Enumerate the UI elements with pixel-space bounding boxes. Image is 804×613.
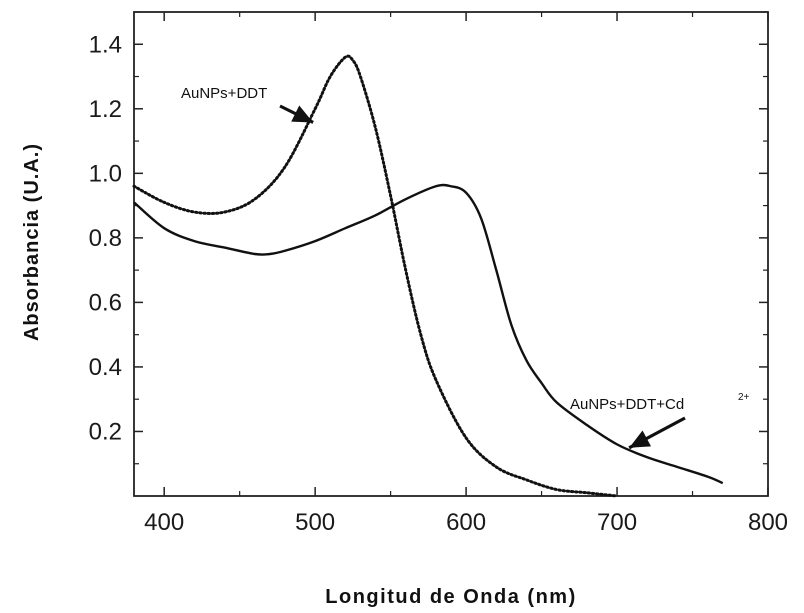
- series-layer: [132, 54, 724, 498]
- series-line-0: [132, 54, 619, 498]
- annotation-superscript: 2+: [738, 392, 750, 403]
- x-tick-label: 800: [748, 509, 788, 536]
- axis-tick-labels: 400 500 600 700 800 0.2 0.4 0.6 0.8 1.0 1.2 1.4: [89, 31, 788, 536]
- annotation-label: AuNPs+DDT+Cd: [570, 396, 684, 413]
- y-tick-label: 1.0: [89, 160, 122, 187]
- y-tick-label: 1.4: [89, 31, 122, 58]
- y-tick-label: 0.6: [89, 289, 122, 316]
- y-tick-label: 0.2: [89, 418, 122, 445]
- y-axis-title: Absorbancia (U.A.): [21, 143, 43, 341]
- x-tick-label: 400: [144, 509, 184, 536]
- x-tick-label: 700: [597, 509, 637, 536]
- y-tick-label: 0.8: [89, 225, 122, 252]
- annotation-arrow-0-head: [291, 105, 314, 123]
- x-tick-label: 600: [446, 509, 486, 536]
- series-line-1: [133, 183, 724, 485]
- x-axis-title: Longitud de Onda (nm): [325, 586, 576, 608]
- annotation-label: AuNPs+DDT: [181, 85, 267, 102]
- plot-frame: [133, 11, 769, 497]
- annotation-layer: AuNPs+DDT AuNPs+DDT+Cd 2+: [181, 85, 750, 450]
- y-tick-label: 0.4: [89, 354, 122, 381]
- annotation-arrow-1-head: [629, 430, 652, 448]
- axis-ticks: [134, 11, 769, 496]
- x-tick-label: 500: [295, 509, 335, 536]
- y-tick-label: 1.2: [89, 96, 122, 123]
